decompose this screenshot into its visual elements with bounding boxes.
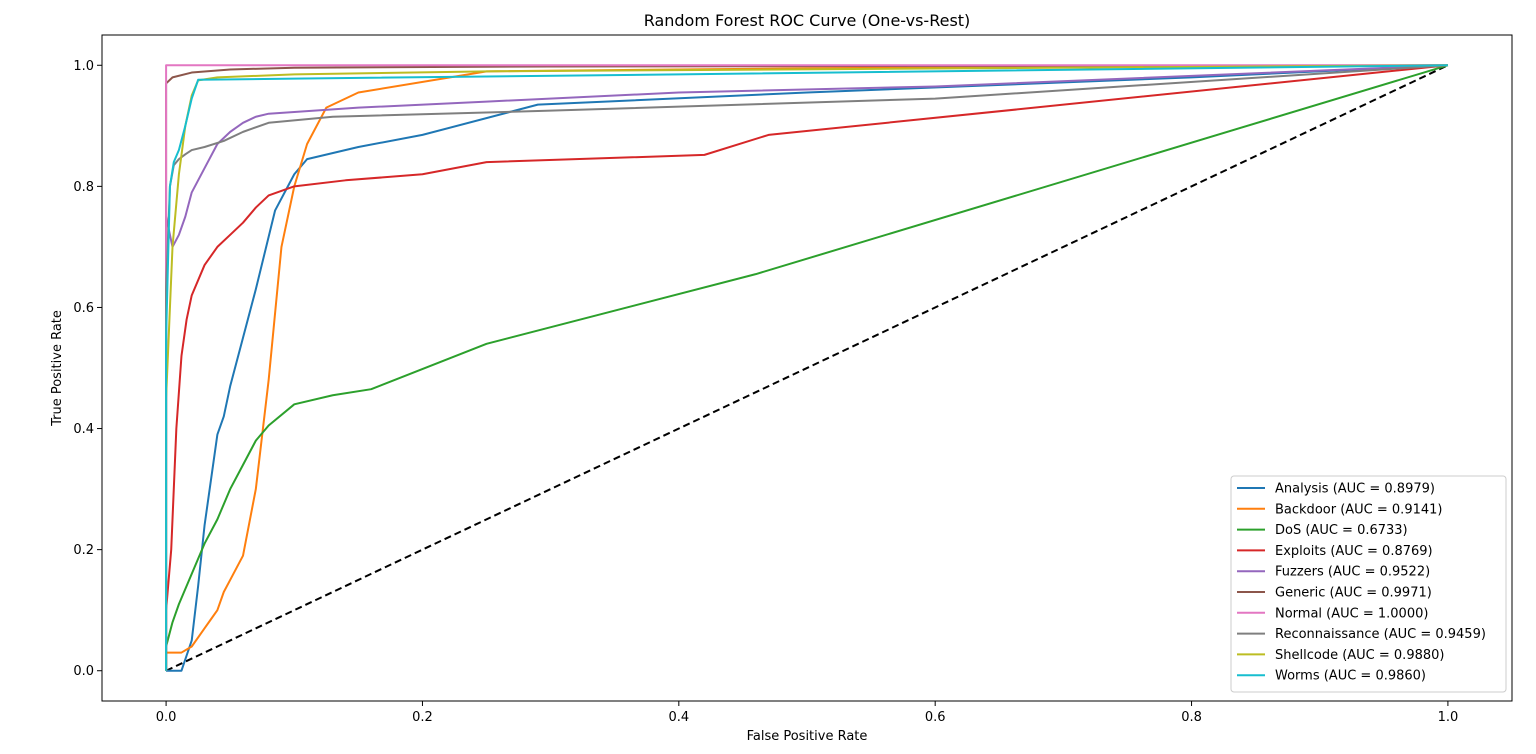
y-tick-label: 0.2 <box>73 543 94 558</box>
y-tick-label: 0.8 <box>73 180 94 195</box>
legend-label-4: Fuzzers (AUC = 0.9522) <box>1275 565 1430 580</box>
x-axis-label: False Positive Rate <box>747 729 868 744</box>
legend-label-7: Reconnaissance (AUC = 0.9459) <box>1275 627 1486 642</box>
y-tick-label: 0.6 <box>73 301 94 316</box>
x-tick-label: 0.6 <box>925 710 946 725</box>
reference-diagonal-line <box>165 64 1449 672</box>
legend: Analysis (AUC = 0.8979) Backdoor (AUC = 0… <box>1230 475 1507 693</box>
legend-box <box>1230 475 1507 693</box>
x-tick-label: 0.4 <box>668 710 689 725</box>
y-axis-ticks: 0.0 0.2 0.4 0.6 0.8 1.0 <box>73 59 102 679</box>
series-line-3 <box>165 64 1449 671</box>
x-axis-ticks: 0.0 0.2 0.4 0.6 0.8 1.0 <box>156 701 1459 725</box>
x-tick-label: 0.8 <box>1181 710 1202 725</box>
series-line-9 <box>165 64 1448 671</box>
plot-frame <box>101 34 1513 702</box>
series-line-4 <box>165 64 1448 671</box>
legend-label-2: DoS (AUC = 0.6733) <box>1275 523 1408 538</box>
series-layer <box>165 64 1449 672</box>
legend-label-6: Normal (AUC = 1.0000) <box>1275 606 1428 621</box>
x-tick-label: 0.0 <box>156 710 177 725</box>
legend-label-8: Shellcode (AUC = 0.9880) <box>1275 648 1444 663</box>
y-tick-label: 0.0 <box>73 664 94 679</box>
y-tick-label: 0.4 <box>73 422 94 437</box>
legend-label-0: Analysis (AUC = 0.8979) <box>1275 482 1435 497</box>
legend-label-5: Generic (AUC = 0.9971) <box>1275 586 1432 601</box>
x-tick-label: 1.0 <box>1438 710 1459 725</box>
series-line-0 <box>166 64 1448 672</box>
series-line-2 <box>165 64 1449 671</box>
legend-label-1: Backdoor (AUC = 0.9141) <box>1275 502 1442 517</box>
x-tick-label: 0.2 <box>412 710 433 725</box>
legend-label-9: Worms (AUC = 0.9860) <box>1275 669 1426 684</box>
series-line-1 <box>165 64 1448 671</box>
chart-title: Random Forest ROC Curve (One-vs-Rest) <box>644 11 971 30</box>
y-tick-label: 1.0 <box>73 59 94 74</box>
y-axis-label: True Positive Rate <box>50 310 65 427</box>
plot-area <box>101 34 1513 702</box>
legend-label-3: Exploits (AUC = 0.8769) <box>1275 544 1433 559</box>
series-line-5 <box>165 64 1448 671</box>
